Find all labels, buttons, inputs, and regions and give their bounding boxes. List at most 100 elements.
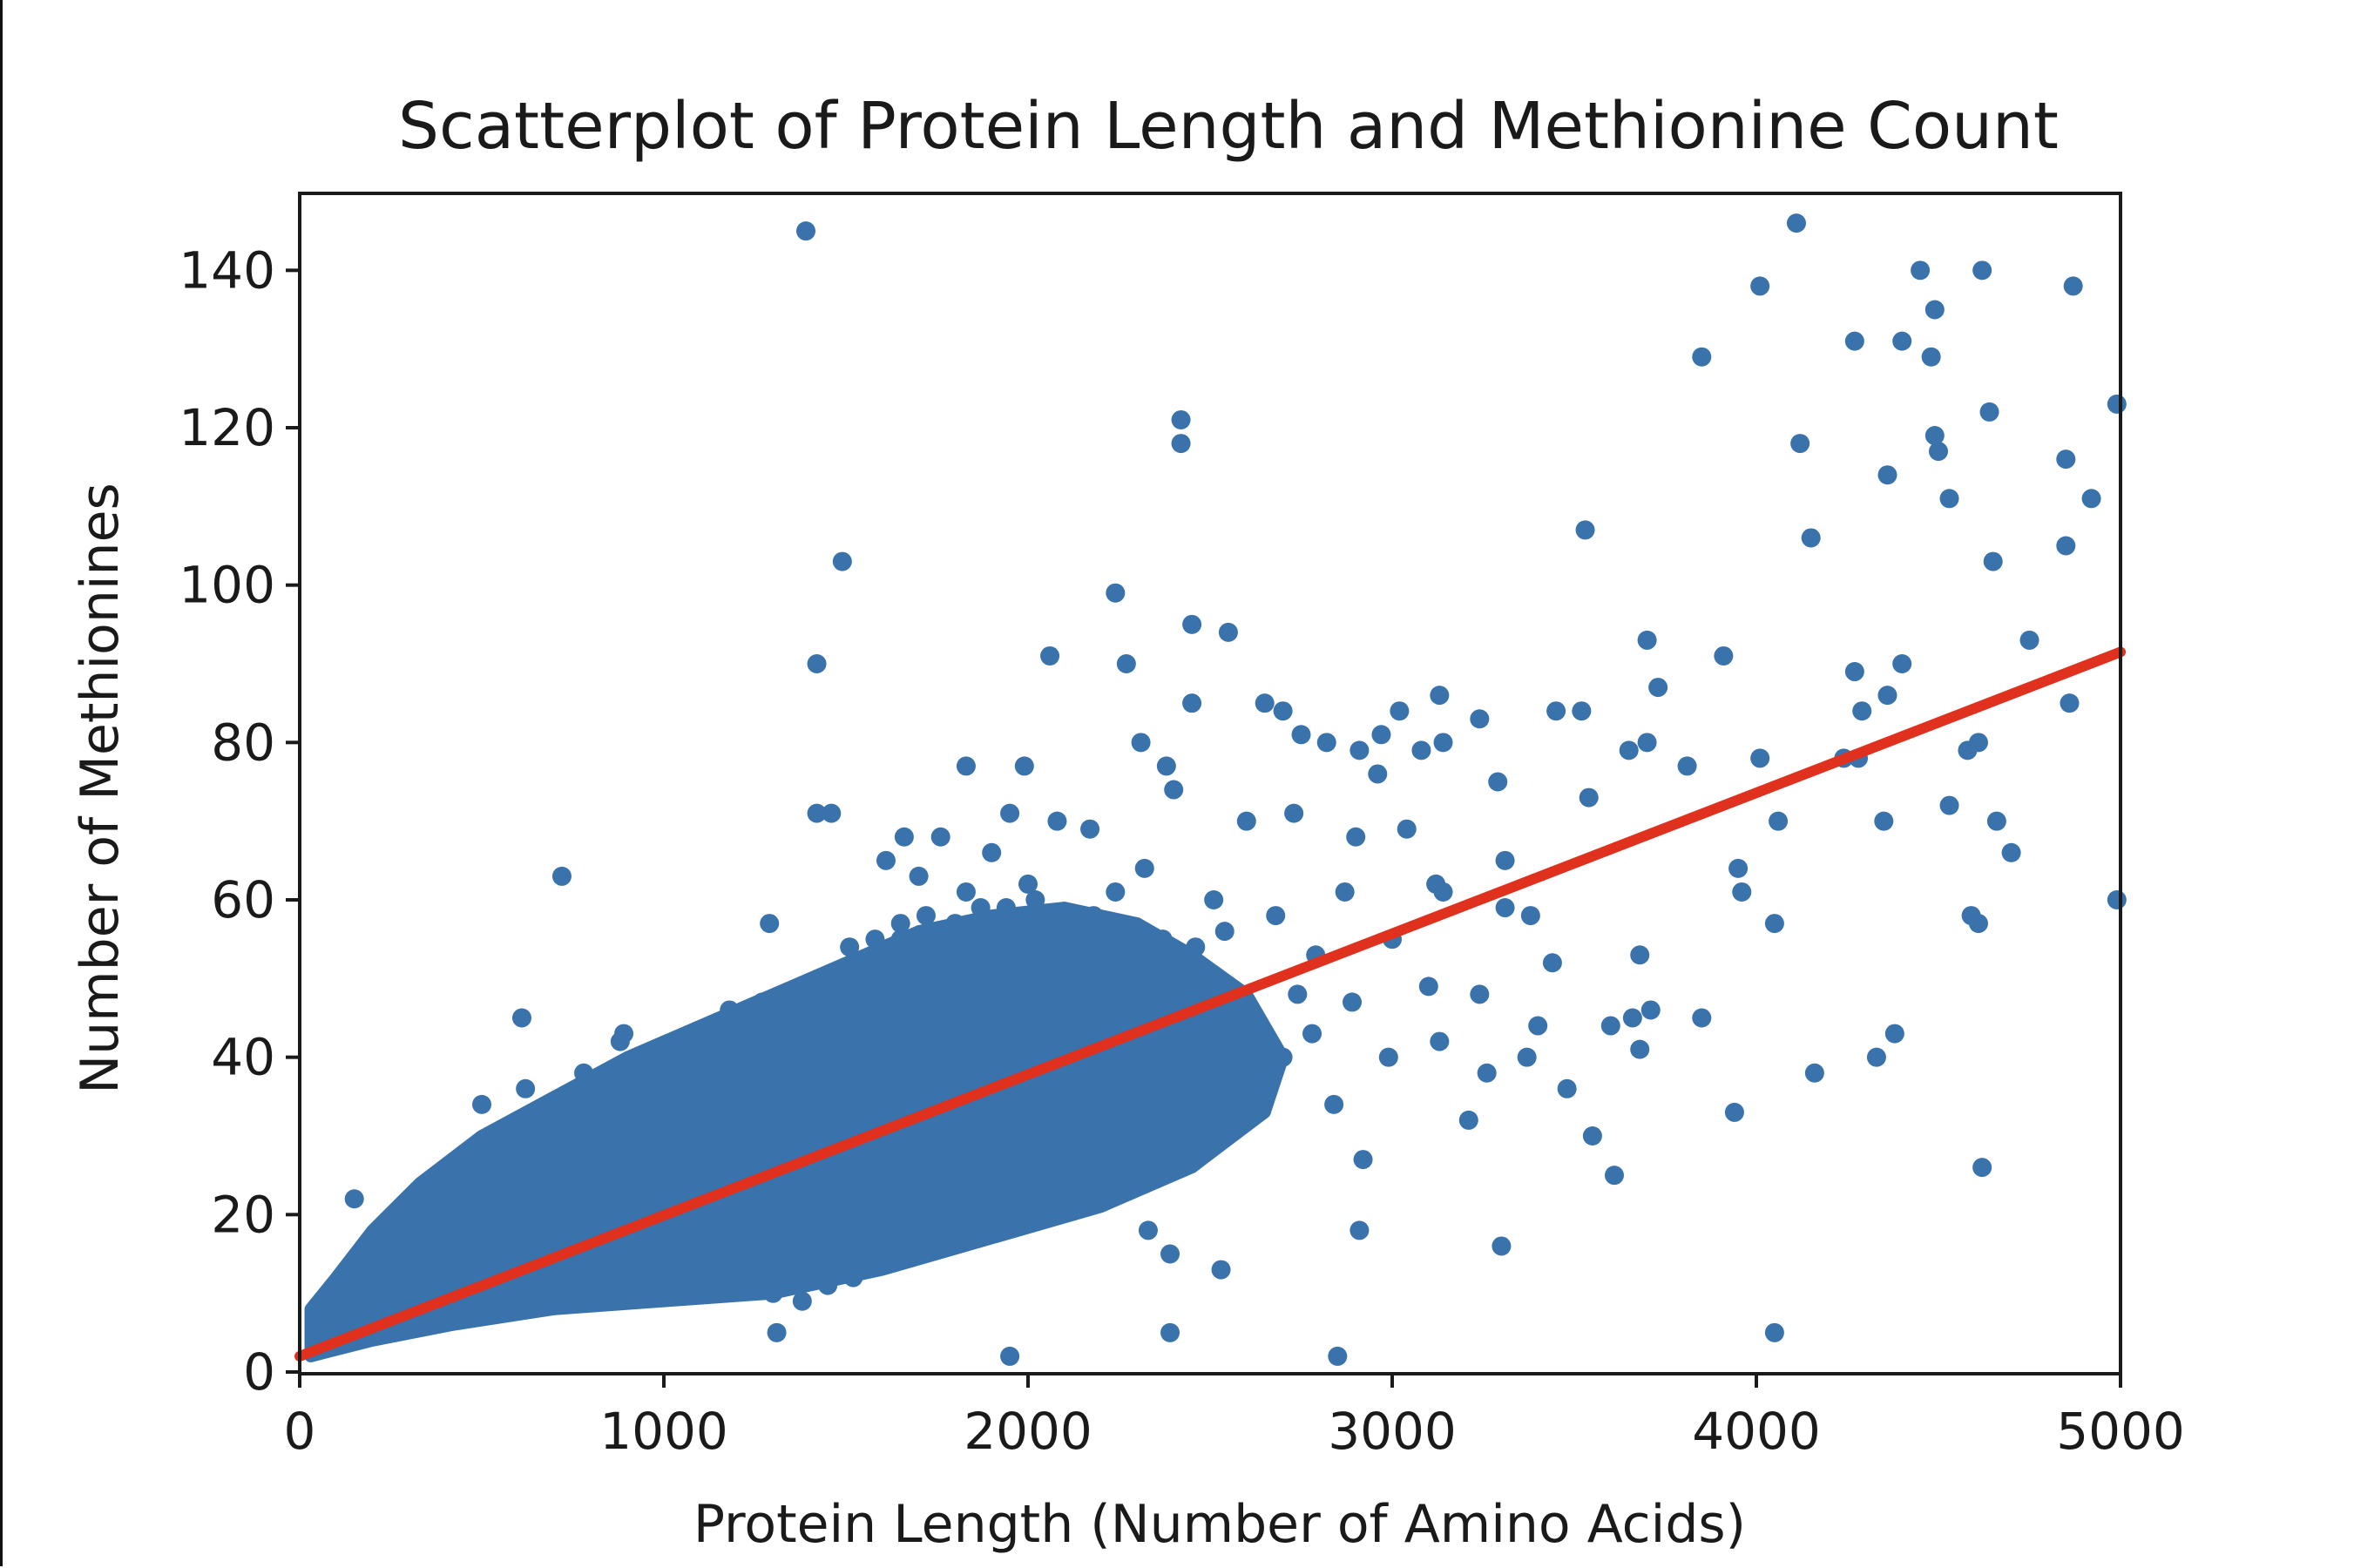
scatter-point bbox=[807, 1008, 827, 1028]
scatter-point bbox=[807, 803, 827, 823]
scatter-point bbox=[1630, 1039, 1650, 1059]
scatter-point bbox=[1204, 890, 1224, 909]
scatter-point bbox=[1273, 1047, 1293, 1067]
scatter-point bbox=[1378, 1047, 1398, 1067]
scatter-point bbox=[1266, 906, 1286, 926]
scatter-point bbox=[1968, 733, 1988, 753]
y-tick-label: 40 bbox=[211, 1028, 275, 1087]
scatter-point bbox=[1047, 811, 1067, 831]
scatter-point bbox=[1801, 528, 1821, 548]
scatter-point bbox=[909, 866, 929, 886]
scatter-point bbox=[1637, 733, 1657, 753]
scatter-point bbox=[1430, 1031, 1450, 1051]
scatter-point bbox=[1156, 756, 1176, 776]
scatter-point bbox=[1458, 1110, 1478, 1130]
scatter-point bbox=[1138, 1142, 1158, 1162]
scatter-point bbox=[1430, 686, 1450, 706]
scatter-point bbox=[1677, 756, 1697, 776]
scatter-point bbox=[1255, 693, 1275, 713]
scatter-point bbox=[1029, 1000, 1049, 1020]
dense-cloud-shape bbox=[304, 902, 1289, 1362]
scatter-point bbox=[876, 850, 896, 870]
scatter-point bbox=[1349, 740, 1370, 760]
y-tick-label: 120 bbox=[179, 398, 275, 457]
scatter-point bbox=[1418, 977, 1438, 997]
scatter-point bbox=[1138, 1220, 1158, 1240]
y-tick-label: 60 bbox=[211, 870, 275, 929]
scatter-point bbox=[1579, 787, 1599, 808]
scatter-point bbox=[1790, 434, 1810, 454]
scatter-point bbox=[1349, 1220, 1370, 1240]
scatter-point bbox=[752, 992, 772, 1012]
scatter-point bbox=[1236, 811, 1256, 831]
scatter-point bbox=[610, 1031, 630, 1051]
scatter-point bbox=[1929, 442, 1948, 462]
scatter-point bbox=[1025, 890, 1045, 909]
y-tick-label: 140 bbox=[179, 240, 275, 300]
scatter-point bbox=[1557, 1078, 1577, 1098]
scatter-point bbox=[511, 1008, 531, 1028]
scatter-point bbox=[1692, 347, 1712, 367]
scatter-point bbox=[1470, 709, 1490, 729]
scatter-point bbox=[1091, 929, 1111, 950]
scatter-point bbox=[1619, 740, 1639, 760]
scatter-point bbox=[1804, 1063, 1824, 1083]
scatter-point bbox=[1120, 922, 1140, 942]
scatter-point bbox=[818, 1275, 838, 1295]
scatter-point bbox=[1134, 858, 1154, 878]
scatter-point bbox=[551, 866, 572, 886]
scatter-point bbox=[1390, 701, 1410, 721]
scatter-point bbox=[938, 1228, 958, 1248]
scatter-point bbox=[545, 1102, 565, 1122]
scatter-point bbox=[1844, 662, 1864, 682]
scatter-point bbox=[1874, 811, 1894, 831]
scatter-point bbox=[1968, 914, 1988, 934]
scatter-point bbox=[1640, 1000, 1661, 1020]
scatter-point bbox=[1520, 906, 1540, 926]
scatter-point bbox=[574, 1063, 594, 1083]
scatter-point bbox=[1171, 409, 1191, 429]
scatter-point bbox=[1025, 1189, 1045, 1209]
scatter-point bbox=[1495, 850, 1515, 870]
scatter-point bbox=[1288, 984, 1308, 1004]
scatter-point bbox=[1764, 1322, 1784, 1342]
scatter-point bbox=[1335, 882, 1355, 902]
scatter-point bbox=[1160, 1244, 1180, 1264]
scatter-point bbox=[1000, 803, 1020, 823]
scatter-point bbox=[1214, 922, 1234, 942]
scatter-point bbox=[1167, 1126, 1187, 1146]
scatter-point bbox=[865, 929, 885, 950]
scatter-point bbox=[1877, 686, 1897, 706]
scatter-point bbox=[1692, 1008, 1712, 1028]
scatter-point bbox=[1764, 914, 1784, 934]
scatter-point bbox=[792, 1291, 812, 1311]
scatter-point bbox=[1572, 701, 1592, 721]
scatter-point bbox=[840, 937, 860, 957]
chart-title: Scatterplot of Protein Length and Methio… bbox=[398, 89, 2059, 164]
scatter-point bbox=[2056, 536, 2076, 556]
scatter-point bbox=[967, 1213, 987, 1233]
scatter-point bbox=[930, 827, 950, 847]
scatter-point bbox=[636, 1047, 656, 1067]
scatter-point bbox=[1222, 1094, 1242, 1114]
scatter-point bbox=[996, 1197, 1016, 1217]
scatter-point bbox=[2107, 394, 2127, 414]
scatter-point bbox=[1273, 701, 1293, 721]
y-tick-label: 100 bbox=[179, 556, 275, 615]
scatter-point bbox=[876, 1252, 896, 1272]
scatter-point bbox=[2056, 449, 2076, 470]
scatter-point bbox=[1182, 614, 1202, 634]
scatter-point bbox=[1892, 654, 1912, 673]
scatter-point bbox=[822, 803, 842, 823]
scatter-point bbox=[1106, 583, 1126, 603]
scatter-point bbox=[1724, 1102, 1744, 1122]
scatter-point bbox=[720, 1000, 740, 1020]
y-tick-label: 80 bbox=[211, 713, 275, 772]
scatter-point bbox=[1714, 645, 1734, 666]
scatter-point bbox=[1786, 213, 1806, 233]
scatter-point bbox=[1575, 520, 1595, 540]
scatter-point bbox=[344, 1189, 364, 1209]
scatter-point bbox=[1040, 645, 1060, 666]
scatter-point bbox=[665, 1039, 685, 1059]
scatter-point bbox=[1630, 945, 1650, 965]
